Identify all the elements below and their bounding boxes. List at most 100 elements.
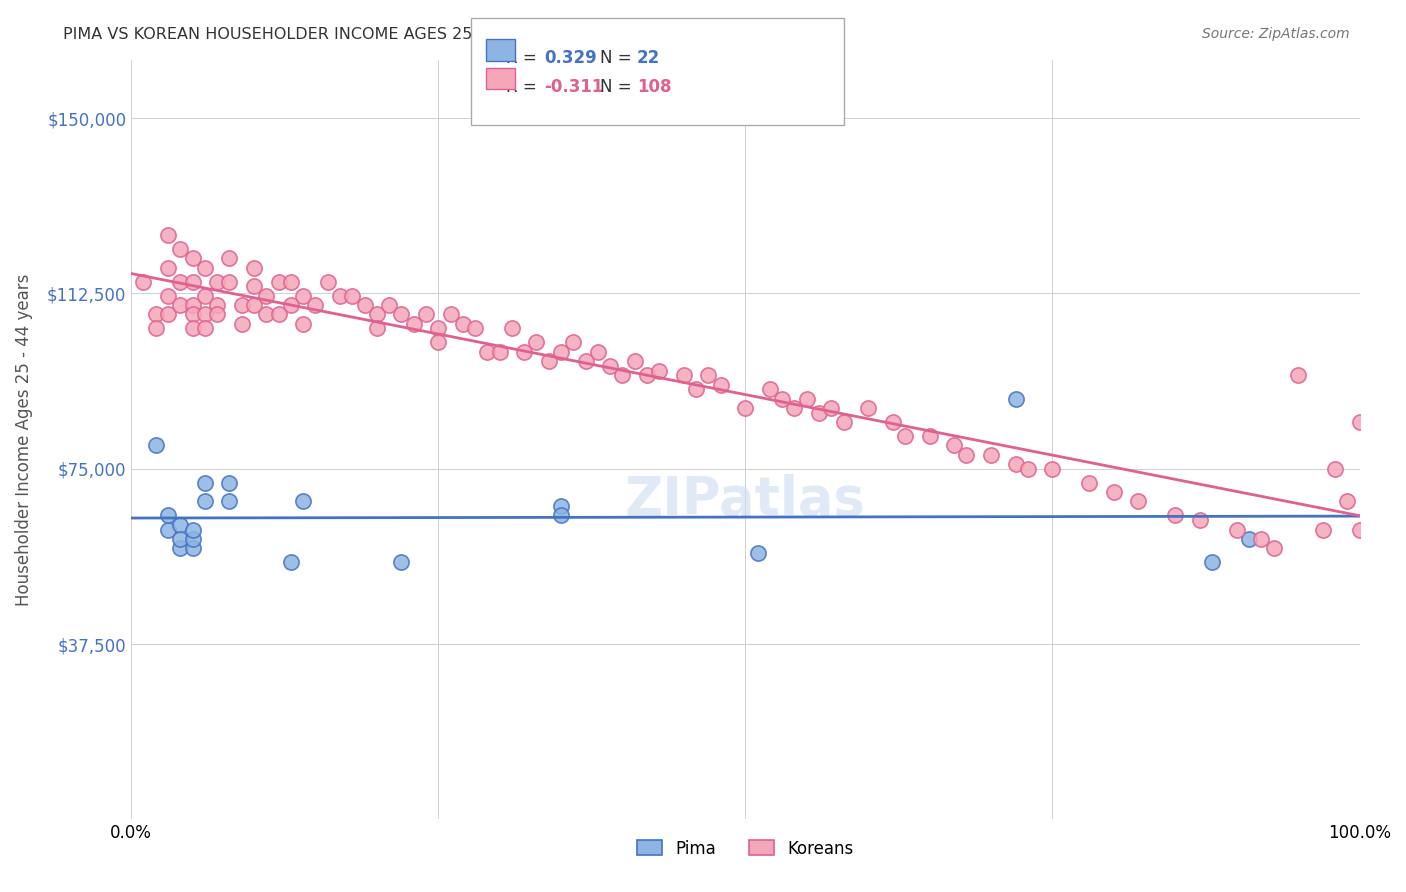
Point xyxy=(181,541,204,556)
Point xyxy=(169,275,191,289)
Point xyxy=(636,368,658,383)
Point xyxy=(1128,494,1150,508)
Point xyxy=(513,344,536,359)
Point xyxy=(820,401,842,415)
Point xyxy=(427,335,450,350)
Point xyxy=(254,289,277,303)
Point xyxy=(243,260,266,275)
Point xyxy=(194,475,217,490)
Point xyxy=(254,308,277,322)
Point xyxy=(734,401,756,415)
Point xyxy=(501,321,523,335)
Point xyxy=(181,523,204,537)
Point xyxy=(267,275,290,289)
Point xyxy=(145,321,167,335)
Point xyxy=(243,279,266,293)
Text: PIMA VS KOREAN HOUSEHOLDER INCOME AGES 25 - 44 YEARS CORRELATION CHART: PIMA VS KOREAN HOUSEHOLDER INCOME AGES 2… xyxy=(63,27,745,42)
Point xyxy=(169,298,191,312)
Point xyxy=(280,298,302,312)
Point xyxy=(550,508,572,523)
Point xyxy=(537,354,560,368)
Point xyxy=(389,555,412,569)
Point xyxy=(1263,541,1285,556)
Point xyxy=(145,438,167,452)
Point xyxy=(194,321,217,335)
Point xyxy=(943,438,966,452)
Point xyxy=(648,363,671,377)
Point xyxy=(145,308,167,322)
Text: Source: ZipAtlas.com: Source: ZipAtlas.com xyxy=(1202,27,1350,41)
Point xyxy=(464,321,486,335)
Point xyxy=(1250,532,1272,546)
Point xyxy=(562,335,585,350)
Point xyxy=(1312,523,1334,537)
Point xyxy=(980,448,1002,462)
Point xyxy=(759,382,782,396)
Point xyxy=(231,298,253,312)
Point xyxy=(218,252,240,266)
Point xyxy=(132,275,155,289)
Point xyxy=(231,317,253,331)
Point xyxy=(439,308,461,322)
Point xyxy=(342,289,364,303)
Point xyxy=(329,289,352,303)
Point xyxy=(586,344,609,359)
Point xyxy=(526,335,548,350)
Point xyxy=(672,368,695,383)
Point xyxy=(710,377,733,392)
Point xyxy=(1004,457,1026,471)
Point xyxy=(882,415,904,429)
Text: R =: R = xyxy=(506,78,543,95)
Text: 22: 22 xyxy=(637,49,661,67)
Point xyxy=(747,546,769,560)
Point xyxy=(181,532,204,546)
Point xyxy=(685,382,707,396)
Point xyxy=(1188,513,1211,527)
Point xyxy=(366,321,388,335)
Point xyxy=(156,289,179,303)
Point xyxy=(402,317,425,331)
Point xyxy=(697,368,720,383)
Point xyxy=(205,308,228,322)
Point xyxy=(550,344,572,359)
Point xyxy=(1323,461,1346,475)
Point xyxy=(194,308,217,322)
Point xyxy=(169,242,191,256)
Point xyxy=(1004,392,1026,406)
Point xyxy=(415,308,437,322)
Point xyxy=(181,308,204,322)
Point xyxy=(832,415,855,429)
Point xyxy=(280,555,302,569)
Point xyxy=(856,401,879,415)
Point xyxy=(218,275,240,289)
Point xyxy=(181,275,204,289)
Point xyxy=(181,298,204,312)
Point xyxy=(156,260,179,275)
Point xyxy=(156,508,179,523)
Point xyxy=(194,289,217,303)
Point xyxy=(612,368,634,383)
Point xyxy=(575,354,598,368)
Point xyxy=(218,475,240,490)
Point xyxy=(156,308,179,322)
Point xyxy=(477,344,499,359)
Point xyxy=(783,401,806,415)
Text: 108: 108 xyxy=(637,78,672,95)
Point xyxy=(292,494,315,508)
Point xyxy=(1017,461,1039,475)
Point xyxy=(918,429,941,443)
Point xyxy=(451,317,474,331)
Point xyxy=(389,308,412,322)
Point xyxy=(1336,494,1358,508)
Point xyxy=(169,541,191,556)
Text: ZIPatlas: ZIPatlas xyxy=(624,475,866,526)
Point xyxy=(156,523,179,537)
Point xyxy=(1078,475,1101,490)
Point xyxy=(1226,523,1249,537)
Point xyxy=(205,298,228,312)
Point xyxy=(169,517,191,532)
Y-axis label: Householder Income Ages 25 - 44 years: Householder Income Ages 25 - 44 years xyxy=(15,273,32,606)
Point xyxy=(205,275,228,289)
Point xyxy=(1286,368,1309,383)
Point xyxy=(292,317,315,331)
